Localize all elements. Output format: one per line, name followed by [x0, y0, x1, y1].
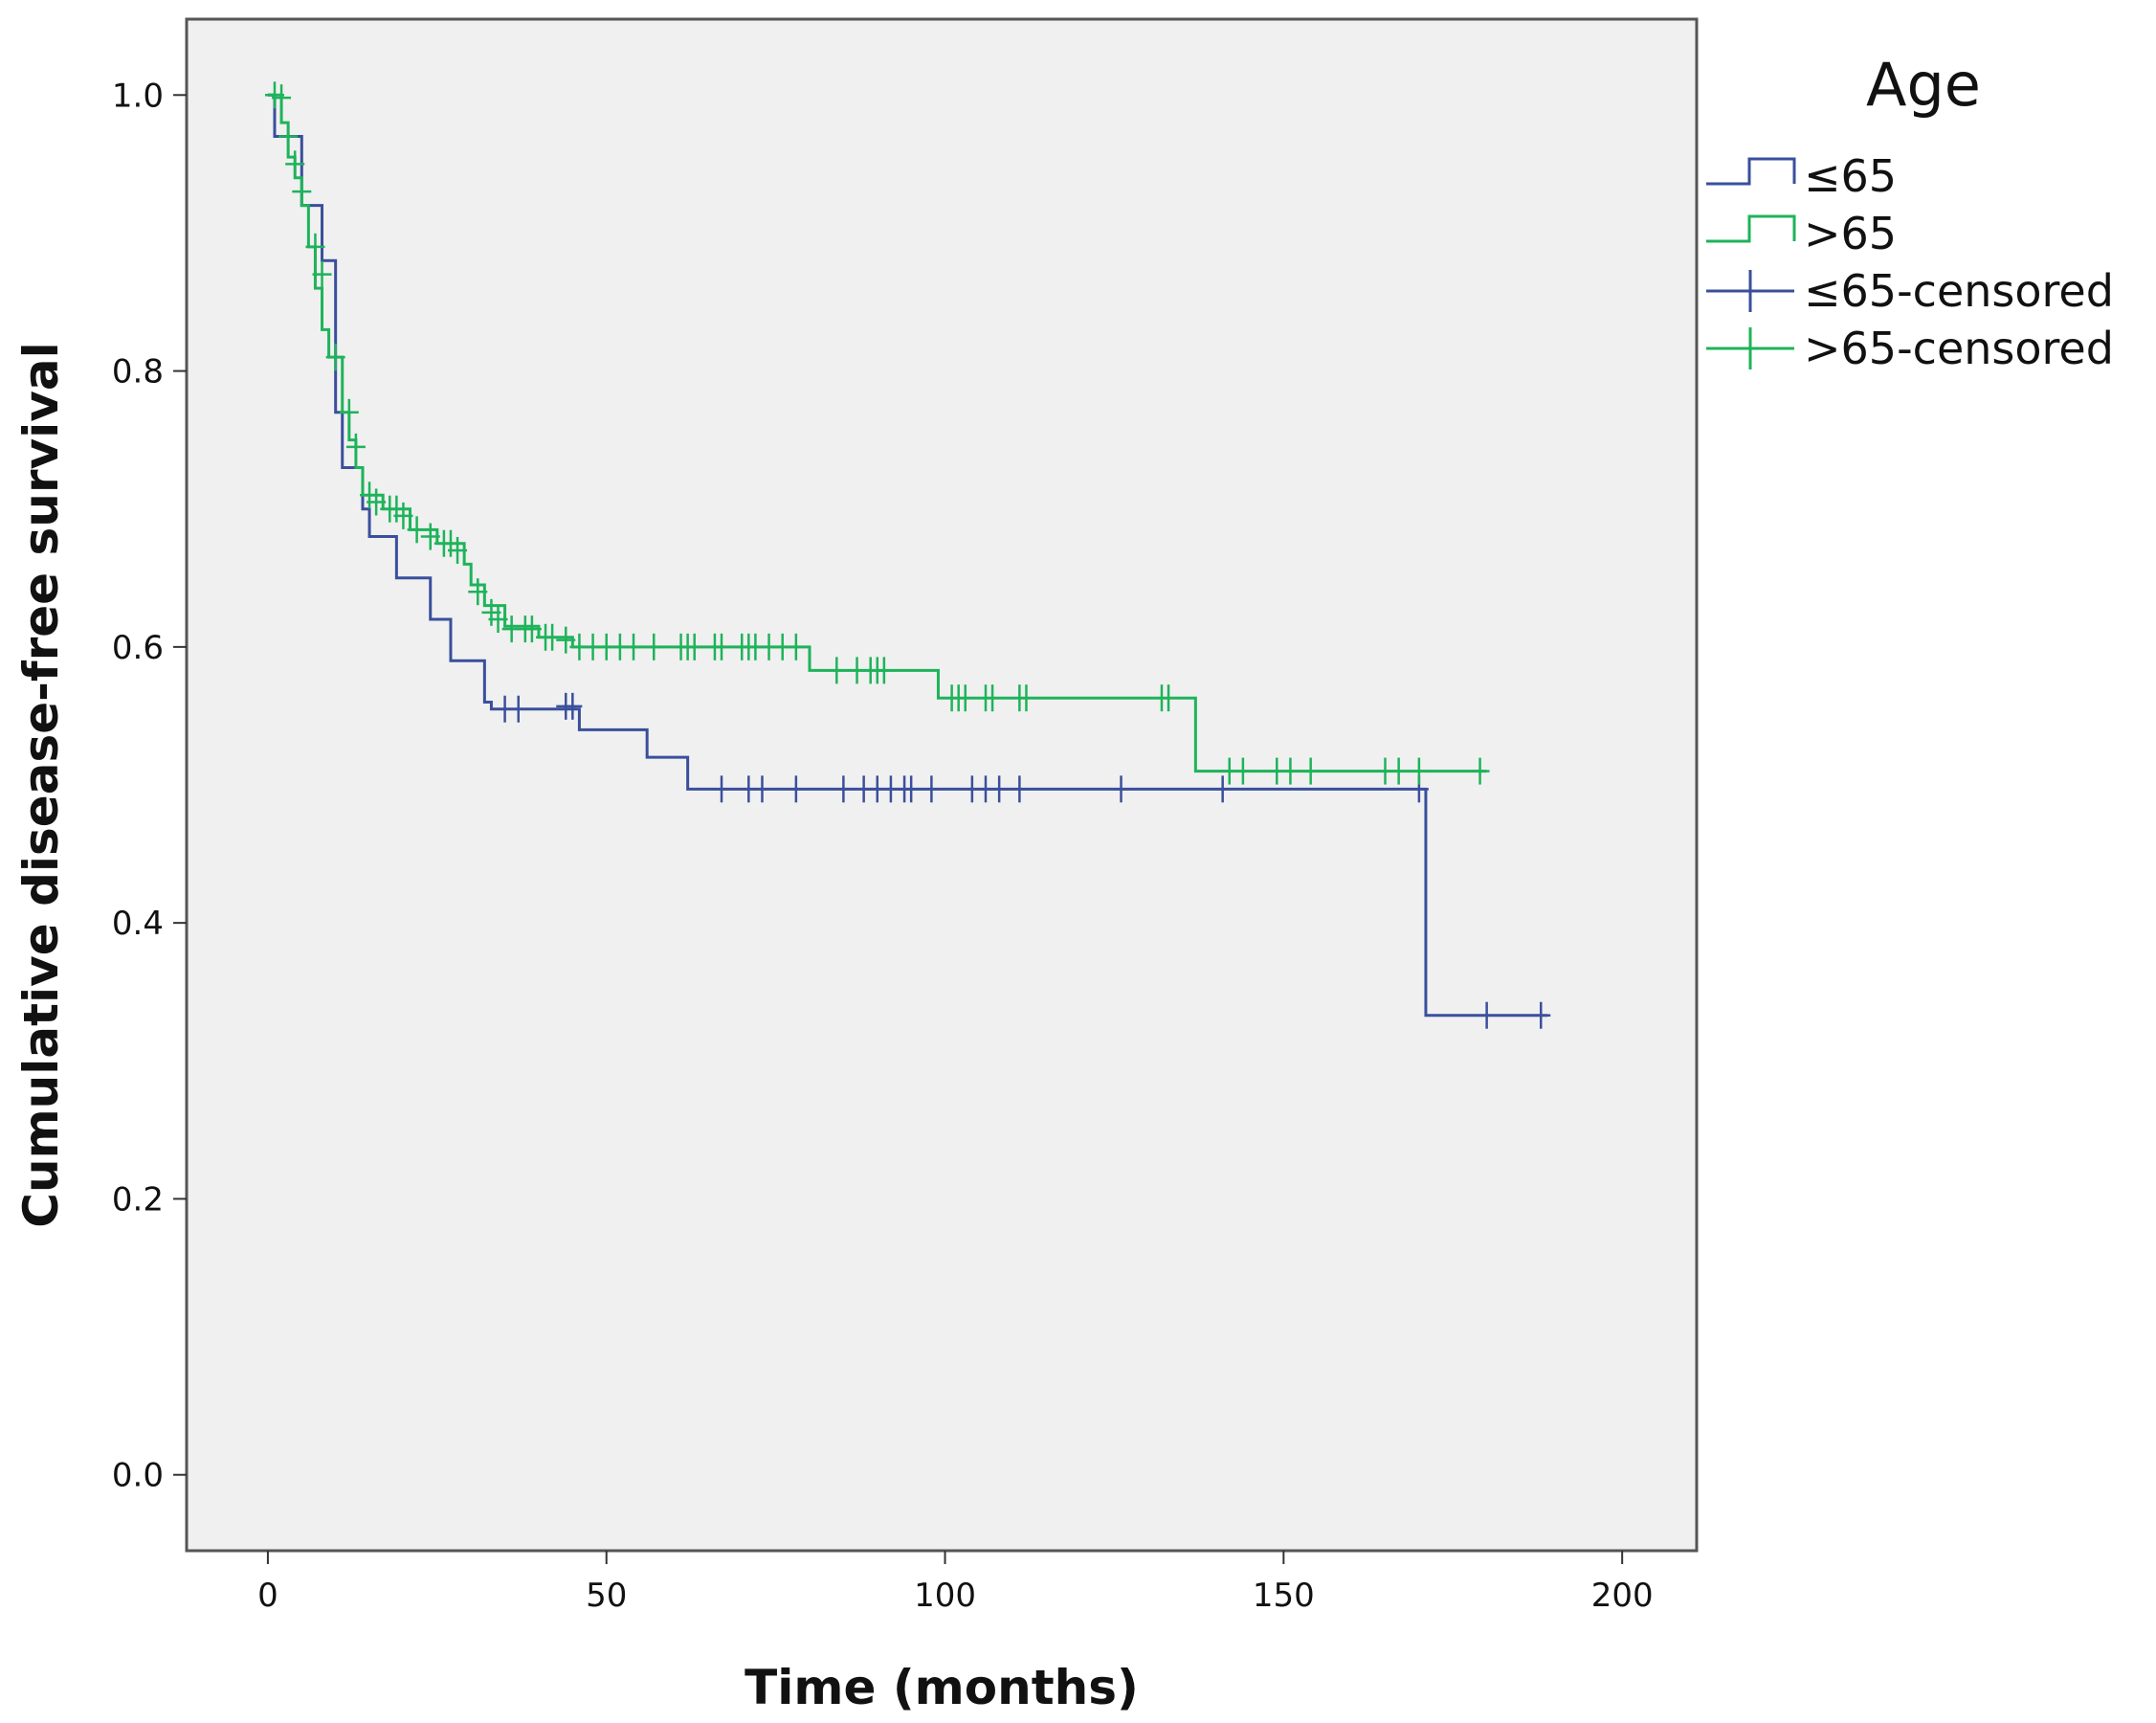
x-axis-title: Time (months): [745, 1660, 1139, 1715]
legend-entry-4-label: >65-censored: [1804, 323, 2114, 374]
km-curve-age-le-65: [267, 93, 1548, 1018]
x-tick-label: 0: [257, 1577, 278, 1615]
legend-entry-2-symbol: [1706, 214, 1796, 243]
x-tick-label: 50: [586, 1577, 627, 1615]
y-tick-label: 0.0: [112, 1457, 164, 1495]
legend-entry-3-label: ≤65-censored: [1804, 265, 2114, 317]
x-axis: 0 50 100 150 200: [257, 1551, 1654, 1615]
legend-entry-1-symbol: [1706, 157, 1796, 186]
x-tick-label: 150: [1253, 1577, 1315, 1615]
legend-entry-1-label: ≤65: [1804, 150, 1897, 202]
y-axis-title: Cumulative disease-free survival: [13, 342, 69, 1227]
x-tick-label: 200: [1591, 1577, 1654, 1615]
y-tick-label: 0.8: [112, 353, 164, 392]
x-tick-label: 100: [914, 1577, 976, 1615]
legend-title: Age: [1866, 50, 1981, 120]
plot-area: [185, 17, 1699, 1553]
y-tick-label: 0.6: [112, 629, 164, 667]
y-axis: 0.0 0.2 0.4 0.6 0.8 1.0: [112, 77, 187, 1495]
legend: Age ≤65 >65 ≤65-censored >65-censored: [1706, 50, 2114, 374]
y-tick-label: 0.4: [112, 905, 164, 943]
y-tick-label: 0.2: [112, 1180, 164, 1219]
y-tick-label: 1.0: [112, 77, 164, 115]
series-layer: [264, 81, 1551, 1029]
legend-entry-2-label: >65: [1804, 208, 1897, 259]
